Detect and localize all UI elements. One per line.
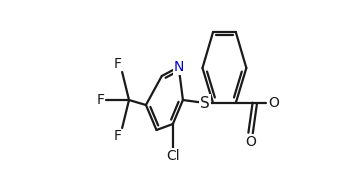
Text: Cl: Cl (166, 149, 180, 163)
Text: S: S (200, 95, 210, 110)
Text: N: N (174, 60, 184, 74)
Text: F: F (97, 93, 104, 107)
Text: F: F (113, 57, 121, 70)
Text: F: F (113, 130, 121, 144)
Text: O: O (245, 135, 256, 149)
Text: O: O (268, 96, 279, 110)
